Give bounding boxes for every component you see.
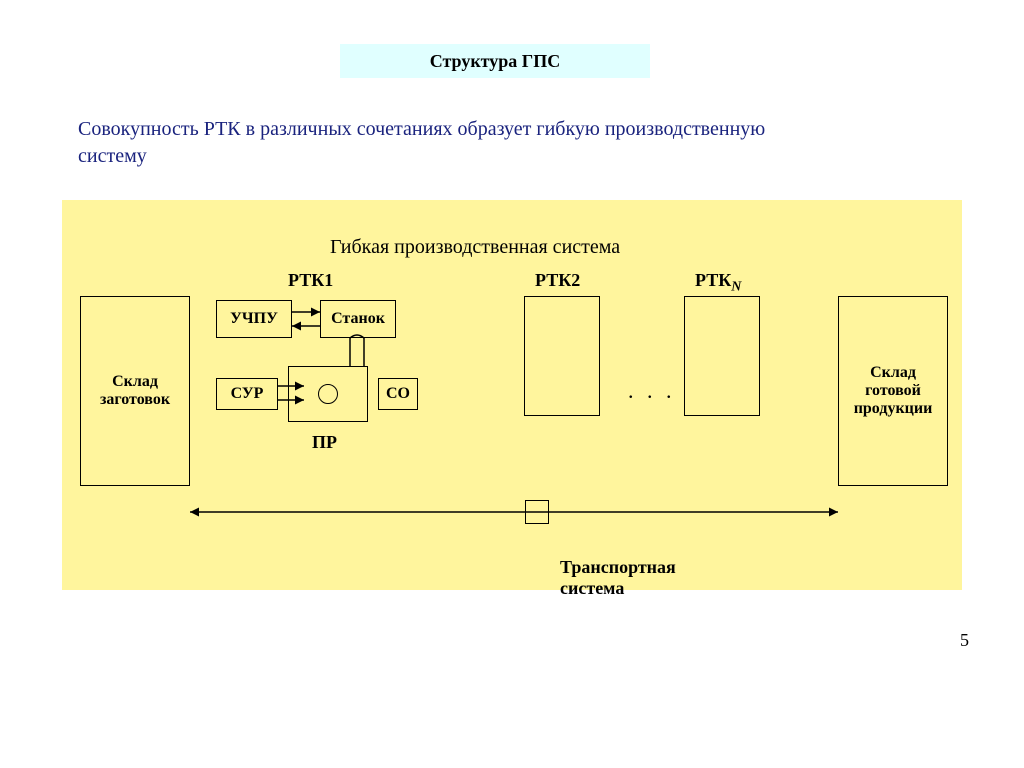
diagram-arrows: [0, 0, 1024, 768]
slide: Структура ГПС Совокупность РТК в различн…: [0, 0, 1024, 768]
page-number: 5: [960, 630, 969, 651]
